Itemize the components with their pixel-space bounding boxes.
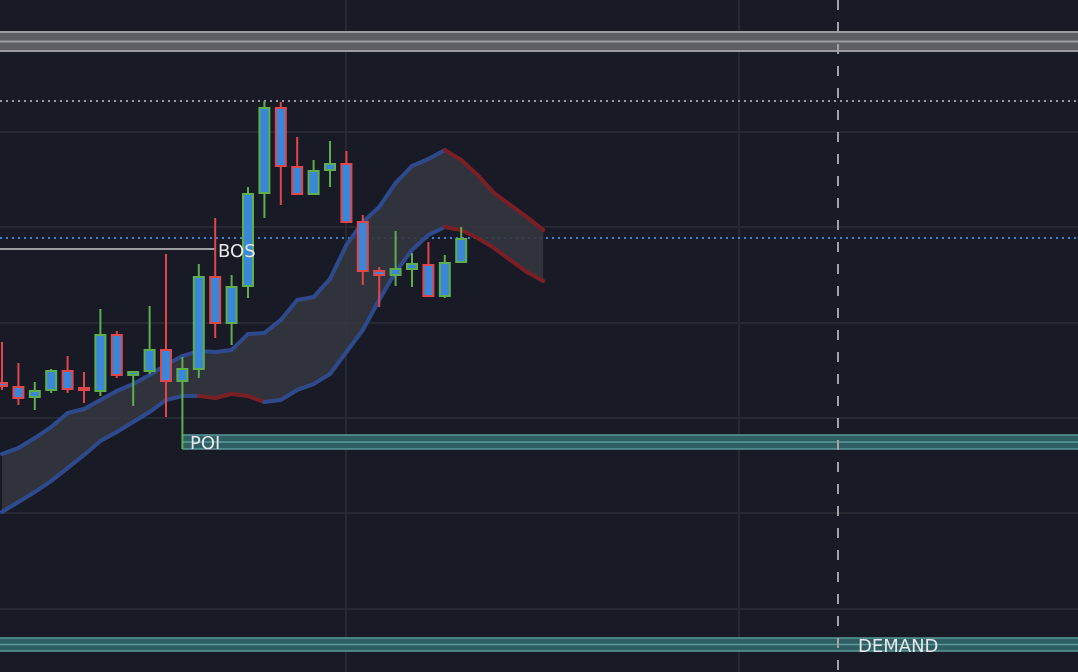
candle-body-bearish bbox=[61, 370, 74, 390]
candle-body-bullish bbox=[143, 349, 156, 372]
band-indicator bbox=[0, 148, 546, 514]
band-lower-segment bbox=[295, 382, 316, 392]
band-lower-segment bbox=[262, 398, 283, 404]
band-lower-segment bbox=[16, 490, 37, 504]
candles bbox=[0, 101, 468, 449]
candle-body-bearish bbox=[209, 276, 222, 324]
demand-label: DEMAND bbox=[858, 636, 939, 657]
band-upper-segment bbox=[65, 407, 86, 415]
candle-body-bullish bbox=[127, 371, 140, 376]
band-lower-segment bbox=[114, 420, 136, 434]
band-lower-segment bbox=[377, 270, 398, 302]
candle-body-bearish bbox=[373, 270, 386, 276]
candle-body-bullish bbox=[389, 268, 402, 276]
band-lower-segment bbox=[360, 298, 382, 332]
band-upper-segment bbox=[426, 148, 447, 161]
band-lower-segment bbox=[0, 500, 21, 514]
candle-body-bearish bbox=[78, 387, 90, 391]
band-upper-segment bbox=[508, 203, 529, 219]
candle-body-bullish bbox=[324, 163, 336, 171]
candle-body-bearish bbox=[356, 221, 369, 272]
band-lower-segment bbox=[246, 394, 267, 404]
band-lower-segment bbox=[229, 392, 250, 398]
band-upper-segment bbox=[82, 398, 103, 411]
band-lower-segment bbox=[49, 466, 70, 483]
candle-body-bullish bbox=[242, 193, 254, 287]
band-upper-segment bbox=[410, 157, 431, 168]
band-lower-segment bbox=[508, 258, 529, 274]
band-upper-segment bbox=[393, 164, 414, 185]
candle-body-bullish bbox=[192, 276, 205, 370]
band-lower-segment bbox=[442, 225, 464, 232]
candle-body-bearish bbox=[340, 163, 353, 223]
candle-body-bearish bbox=[422, 264, 435, 297]
band-upper-segment bbox=[229, 332, 250, 352]
band-upper-segment bbox=[49, 411, 70, 429]
band-upper-segment bbox=[459, 158, 480, 177]
candle-body-bearish bbox=[274, 107, 287, 167]
band-lower-segment bbox=[164, 394, 185, 402]
candle-body-bullish bbox=[28, 390, 41, 398]
bos-label: BOS bbox=[218, 241, 256, 262]
band-upper-segment bbox=[0, 446, 21, 456]
candle-body-bullish bbox=[455, 238, 468, 263]
band-upper-segment bbox=[98, 389, 119, 402]
band-lower-segment bbox=[459, 228, 480, 240]
candle-body-bearish bbox=[12, 386, 25, 399]
candle-body-bearish bbox=[160, 349, 172, 382]
band-lower-segment bbox=[98, 430, 119, 443]
band-lower-segment bbox=[65, 453, 86, 470]
poi-label: POI bbox=[190, 433, 221, 454]
band-lower-segment bbox=[328, 350, 349, 376]
band-upper-segment bbox=[213, 348, 234, 354]
band-upper-segment bbox=[442, 148, 464, 162]
band-upper-segment bbox=[311, 277, 332, 299]
candle-body-bullish bbox=[258, 107, 271, 194]
candle-body-bullish bbox=[307, 170, 320, 195]
candle-body-bullish bbox=[225, 286, 238, 324]
band-lower-segment bbox=[426, 225, 447, 237]
band-upper-segment bbox=[16, 436, 37, 450]
candle-body-bullish bbox=[438, 262, 451, 297]
band-upper-segment bbox=[524, 215, 546, 232]
band-lower-segment bbox=[147, 398, 168, 414]
band-upper-segment bbox=[246, 331, 267, 336]
candle-body-bearish bbox=[0, 382, 8, 387]
band-lower-segment bbox=[32, 479, 54, 494]
band-upper-segment bbox=[114, 382, 136, 393]
band-lower-segment bbox=[131, 410, 152, 424]
band-upper-segment bbox=[328, 243, 349, 281]
band-upper-segment bbox=[475, 173, 496, 195]
band-lower-segment bbox=[475, 236, 496, 250]
band-lower-segment bbox=[82, 439, 103, 457]
candle-body-bullish bbox=[406, 263, 418, 270]
band-lower-segment bbox=[344, 328, 365, 354]
band-lower-segment bbox=[524, 270, 546, 283]
candle-body-bearish bbox=[110, 334, 123, 376]
band-upper-segment bbox=[131, 373, 152, 386]
band-lower-segment bbox=[213, 392, 234, 400]
band-lower-segment bbox=[492, 246, 513, 262]
band-lower-segment bbox=[311, 372, 332, 386]
band-upper-segment bbox=[32, 425, 54, 440]
band-lower-segment bbox=[196, 394, 218, 400]
band-upper-segment bbox=[360, 205, 382, 224]
band-upper-segment bbox=[492, 191, 513, 207]
candle-body-bearish bbox=[291, 166, 304, 195]
candle-body-bullish bbox=[45, 370, 58, 391]
candle-body-bullish bbox=[94, 334, 107, 392]
candle-body-bullish bbox=[176, 368, 189, 382]
band-upper-segment bbox=[377, 181, 398, 209]
band-upper-segment bbox=[295, 295, 316, 302]
band-lower-segment bbox=[278, 388, 300, 402]
band-upper-segment bbox=[262, 318, 283, 335]
band-lower-segment bbox=[410, 233, 431, 252]
band-fill bbox=[2, 150, 544, 512]
band-upper-segment bbox=[278, 298, 300, 322]
